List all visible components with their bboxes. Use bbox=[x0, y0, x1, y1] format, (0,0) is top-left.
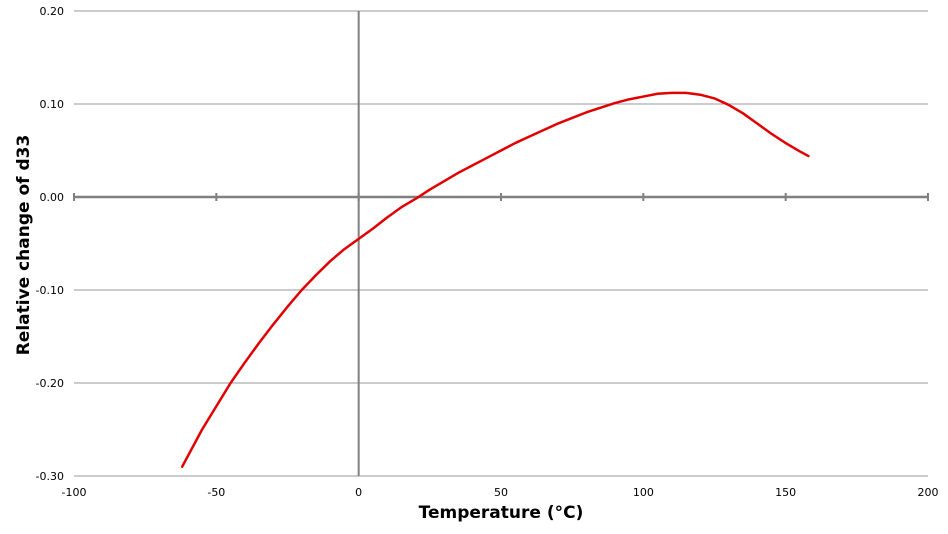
y-tick-label: 0.00 bbox=[40, 191, 65, 204]
y-tick-label: 0.10 bbox=[40, 98, 65, 111]
x-tick-label: 200 bbox=[918, 486, 939, 499]
y-tick-label: -0.20 bbox=[36, 377, 64, 390]
y-tick-labels: -0.30 -0.20 -0.10 0.00 0.10 0.20 bbox=[36, 5, 64, 483]
x-tick-label: 100 bbox=[633, 486, 654, 499]
x-tick-label: 150 bbox=[775, 486, 796, 499]
axes bbox=[73, 11, 929, 476]
gridlines bbox=[74, 10, 928, 477]
x-tick-labels: -100 -50 0 50 100 150 200 bbox=[62, 486, 939, 499]
x-tick-label: 50 bbox=[494, 486, 508, 499]
y-axis-title: Relative change of d33 bbox=[14, 135, 34, 356]
x-tick-label: -50 bbox=[207, 486, 225, 499]
x-axis-title: Temperature (°C) bbox=[419, 503, 584, 523]
y-tick-label: -0.10 bbox=[36, 284, 64, 297]
y-tick-label: 0.20 bbox=[40, 5, 65, 18]
x-tick-label: -100 bbox=[62, 486, 87, 499]
y-tick-label: -0.30 bbox=[36, 470, 64, 483]
series-layer bbox=[180, 91, 810, 468]
series-line bbox=[180, 91, 810, 468]
x-tick-label: 0 bbox=[355, 486, 362, 499]
